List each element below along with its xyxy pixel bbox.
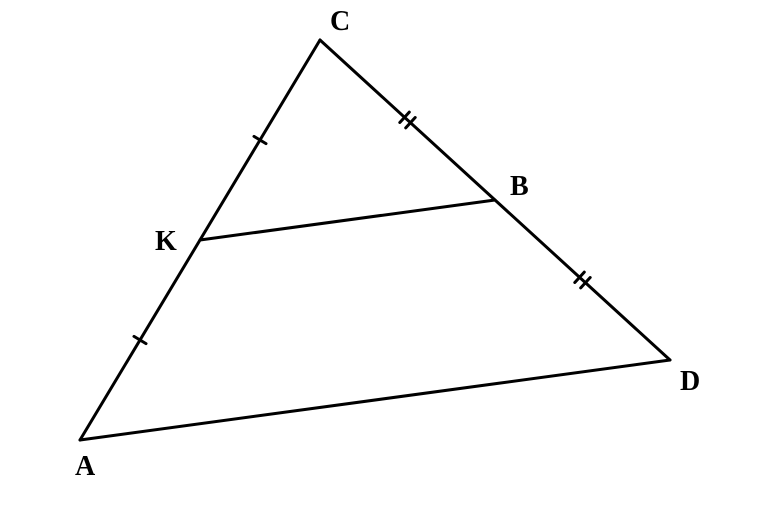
vertex-labels-group: A K C B D (75, 6, 700, 482)
segment-KB (200, 200, 495, 240)
triangle-diagram: A K C B D (0, 0, 770, 516)
vertex-label-B: B (510, 171, 529, 202)
vertex-label-A: A (75, 451, 96, 482)
tick-marks-group (134, 112, 590, 343)
vertex-label-K: K (155, 226, 177, 257)
vertex-label-C: C (330, 6, 350, 37)
vertex-label-D: D (680, 366, 700, 397)
segment-AD (80, 360, 670, 440)
